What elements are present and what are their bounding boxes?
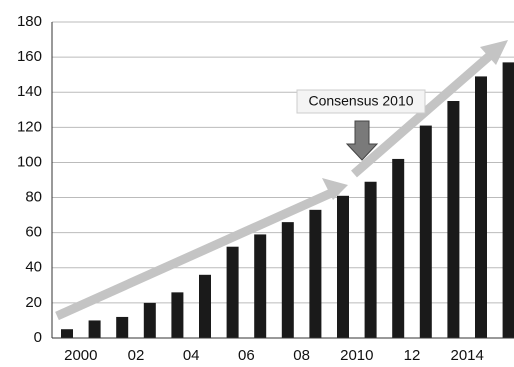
bar bbox=[61, 329, 73, 338]
trend-arrow bbox=[55, 185, 340, 321]
bar bbox=[392, 158, 405, 338]
bar bbox=[447, 101, 460, 338]
y-tick-label: 80 bbox=[25, 189, 42, 206]
bar bbox=[226, 246, 239, 338]
y-tick-label: 0 bbox=[34, 329, 42, 346]
y-tick-label: 140 bbox=[17, 83, 42, 100]
x-tick-label: 08 bbox=[293, 347, 310, 364]
y-tick-label: 180 bbox=[17, 13, 42, 30]
y-tick-label: 40 bbox=[25, 259, 42, 276]
y-tick-label: 20 bbox=[25, 294, 42, 311]
down-arrow bbox=[345, 120, 379, 161]
x-tick-label: 12 bbox=[404, 347, 421, 364]
bar bbox=[475, 76, 487, 338]
bar bbox=[171, 292, 184, 338]
bar bbox=[337, 195, 349, 338]
x-tick-label: 06 bbox=[238, 347, 255, 364]
bar bbox=[199, 274, 211, 338]
bar bbox=[419, 125, 432, 338]
x-tick-label: 02 bbox=[128, 347, 145, 364]
x-tick-label: 04 bbox=[183, 347, 200, 364]
bar bbox=[116, 316, 129, 338]
bar bbox=[364, 181, 377, 338]
annotation-box bbox=[296, 89, 426, 114]
bar bbox=[309, 209, 322, 338]
bar bbox=[143, 302, 156, 338]
bar bbox=[281, 222, 294, 338]
grid bbox=[52, 21, 514, 339]
x-tick-label: 2014 bbox=[451, 347, 484, 364]
bar bbox=[502, 62, 514, 338]
annotation: Consensus 2010 bbox=[308, 93, 413, 109]
arrow-head bbox=[322, 178, 348, 200]
y-tick-label: 120 bbox=[17, 118, 42, 135]
x-tick-label: 2010 bbox=[340, 347, 373, 364]
arrow-head bbox=[480, 40, 508, 65]
y-tick-label: 160 bbox=[17, 48, 42, 65]
y-tick-label: 60 bbox=[25, 224, 42, 241]
bars bbox=[61, 62, 514, 338]
y-tick-label: 100 bbox=[17, 153, 42, 170]
bar bbox=[88, 320, 101, 338]
x-tick-label: 2000 bbox=[64, 347, 97, 364]
bar bbox=[254, 234, 267, 338]
